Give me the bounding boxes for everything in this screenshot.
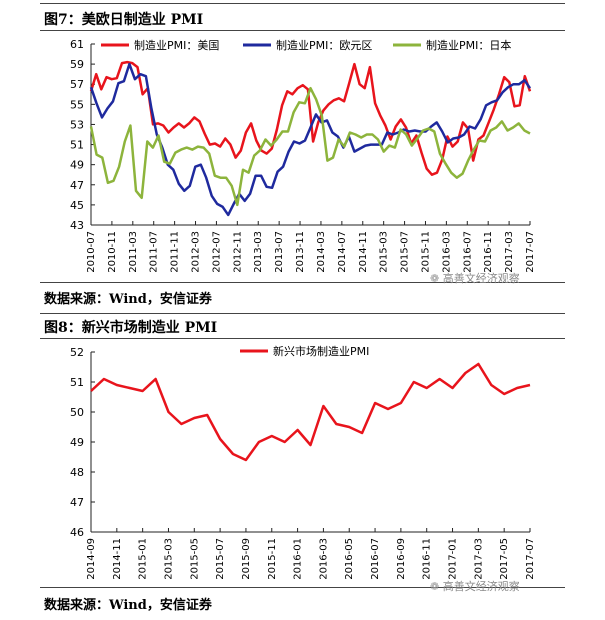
figure8-watermark-text: 高善文经济观察 (442, 580, 520, 593)
x-tick-label: 2013-11 (295, 231, 306, 273)
x-tick-label: 2015-01 (138, 538, 149, 580)
x-tick-label: 2016-07 (462, 231, 473, 273)
x-tick-label: 2015-03 (163, 538, 174, 580)
figure8-bottom-rule (40, 587, 565, 588)
x-tick-label: 2012-07 (211, 231, 222, 273)
wechat-icon: ❁ (430, 272, 440, 285)
x-tick-label: 2016-09 (396, 538, 407, 580)
series-line-7-2 (89, 86, 531, 207)
x-tick-label: 2016-07 (370, 538, 381, 580)
legend-label: 制造业PMI：欧元区 (276, 38, 372, 52)
figure7-title: 图7：美欧日制造业 PMI (44, 12, 204, 28)
x-tick-label: 2016-05 (344, 538, 355, 580)
x-tick-label: 2011-11 (170, 231, 181, 273)
x-tick-label: 2014-07 (337, 231, 348, 273)
figure7-top-rule (40, 3, 565, 4)
y-tick-label: 51 (70, 376, 84, 389)
y-tick-label: 50 (70, 406, 84, 419)
x-tick-label: 2013-07 (274, 231, 285, 273)
figure8-watermark: ❁ 高善文经济观察 (430, 578, 520, 594)
series-line-8-0 (90, 362, 531, 462)
y-tick-label: 49 (70, 159, 84, 172)
legend-label: 制造业PMI：美国 (134, 38, 219, 52)
x-tick-label: 2014-11 (112, 538, 123, 580)
x-tick-label: 2016-11 (422, 538, 433, 580)
x-tick-label: 2015-09 (241, 538, 252, 580)
x-tick-label: 2016-03 (441, 231, 452, 273)
x-tick-label: 2017-07 (525, 538, 536, 580)
x-tick-label: 2015-07 (400, 231, 411, 273)
figure8-title-rule (40, 338, 565, 339)
y-tick-label: 57 (70, 78, 84, 91)
y-tick-label: 43 (70, 219, 84, 232)
x-tick-label: 2016-11 (483, 231, 494, 273)
y-tick-label: 51 (70, 139, 84, 152)
y-tick-label: 45 (70, 199, 84, 212)
x-tick-label: 2017-07 (525, 231, 536, 273)
y-tick-label: 47 (70, 179, 84, 192)
x-tick-label: 2015-03 (379, 231, 390, 273)
x-tick-label: 2016-03 (318, 538, 329, 580)
x-tick-label: 2017-03 (504, 231, 515, 273)
figure7-title-rule (40, 30, 565, 31)
x-tick-label: 2015-11 (420, 231, 431, 273)
y-tick-label: 49 (70, 436, 84, 449)
x-tick-label: 2014-09 (86, 538, 97, 580)
x-tick-label: 2015-11 (267, 538, 278, 580)
legend-label: 新兴市场制造业PMI (273, 344, 369, 358)
y-tick-label: 48 (70, 466, 84, 479)
x-tick-label: 2017-01 (448, 538, 459, 580)
x-tick-label: 2015-07 (215, 538, 226, 580)
x-tick-label: 2012-11 (232, 231, 243, 273)
x-tick-label: 2010-11 (107, 231, 118, 273)
x-tick-label: 2012-03 (191, 231, 202, 273)
figure7-watermark-text: 高善文经济观察 (442, 272, 520, 285)
x-tick-label: 2017-03 (473, 538, 484, 580)
x-tick-label: 2015-05 (189, 538, 200, 580)
y-tick-label: 61 (70, 38, 84, 51)
x-tick-label: 2013-03 (253, 231, 264, 273)
series-line-7-1 (89, 62, 532, 217)
y-tick-label: 47 (70, 496, 84, 509)
x-tick-label: 2011-03 (128, 231, 139, 273)
series-line-7-0 (89, 60, 532, 176)
y-tick-label: 52 (70, 346, 84, 359)
legend-label: 制造业PMI：日本 (426, 38, 511, 52)
figure7-bottom-rule (40, 282, 565, 283)
figure7-watermark: ❁ 高善文经济观察 (430, 270, 520, 286)
x-tick-label: 2010-07 (86, 231, 97, 273)
x-tick-label: 2017-05 (499, 538, 510, 580)
figure8-chart: 46 47 48 49 50 51 52 2014-09 2014-11 2015-01 2015-… (70, 344, 536, 580)
figure8-source: 数据来源：Wind，安信证券 (44, 598, 212, 613)
wechat-icon: ❁ (430, 580, 440, 593)
figure7-chart: 43 45 47 49 51 53 55 57 59 61 2010-07 2010-11 2011-0… (70, 38, 536, 273)
x-tick-label: 2011-07 (149, 231, 160, 273)
x-tick-label: 2014-03 (316, 231, 327, 273)
figure8-title: 图8：新兴市场制造业 PMI (44, 320, 218, 336)
y-tick-label: 55 (70, 98, 84, 111)
x-tick-label: 2014-11 (358, 231, 369, 273)
y-tick-label: 59 (70, 58, 84, 71)
figure7-source: 数据来源：Wind，安信证券 (44, 292, 212, 307)
y-tick-label: 46 (70, 526, 84, 539)
y-tick-label: 53 (70, 118, 84, 131)
x-tick-label: 2016-01 (293, 538, 304, 580)
figure8-top-rule (40, 313, 565, 314)
